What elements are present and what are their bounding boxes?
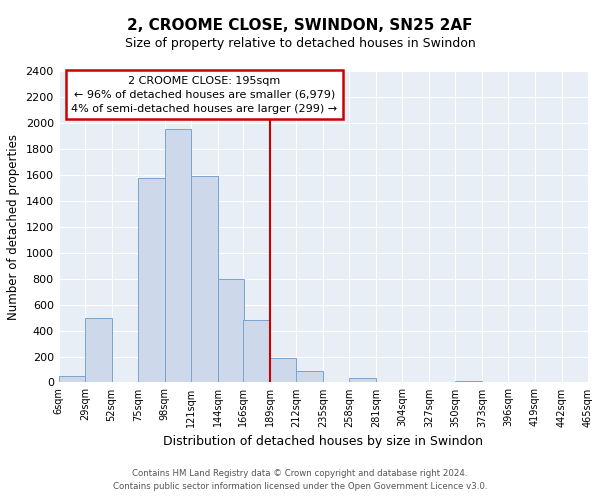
Bar (349, 378, 376, 382)
Text: Contains HM Land Registry data © Crown copyright and database right 2024.: Contains HM Land Registry data © Crown c… (132, 468, 468, 477)
Bar (269, 358, 296, 382)
Bar (243, 320, 269, 382)
Bar (296, 371, 323, 382)
Bar (138, 178, 165, 382)
Text: Size of property relative to detached houses in Swindon: Size of property relative to detached ho… (125, 38, 475, 51)
Text: 2 CROOME CLOSE: 195sqm
← 96% of detached houses are smaller (6,979)
4% of semi-d: 2 CROOME CLOSE: 195sqm ← 96% of detached… (71, 76, 337, 114)
Bar (165, 130, 191, 382)
Text: Contains public sector information licensed under the Open Government Licence v3: Contains public sector information licen… (113, 482, 487, 491)
Text: 2, CROOME CLOSE, SWINDON, SN25 2AF: 2, CROOME CLOSE, SWINDON, SN25 2AF (127, 18, 473, 32)
X-axis label: Distribution of detached houses by size in Swindon: Distribution of detached houses by size … (163, 435, 484, 448)
Bar (455, 380, 482, 382)
Bar (85, 318, 112, 382)
Y-axis label: Number of detached properties: Number of detached properties (7, 134, 20, 320)
Bar (59, 376, 85, 382)
Bar (191, 176, 218, 382)
Bar (218, 278, 244, 382)
